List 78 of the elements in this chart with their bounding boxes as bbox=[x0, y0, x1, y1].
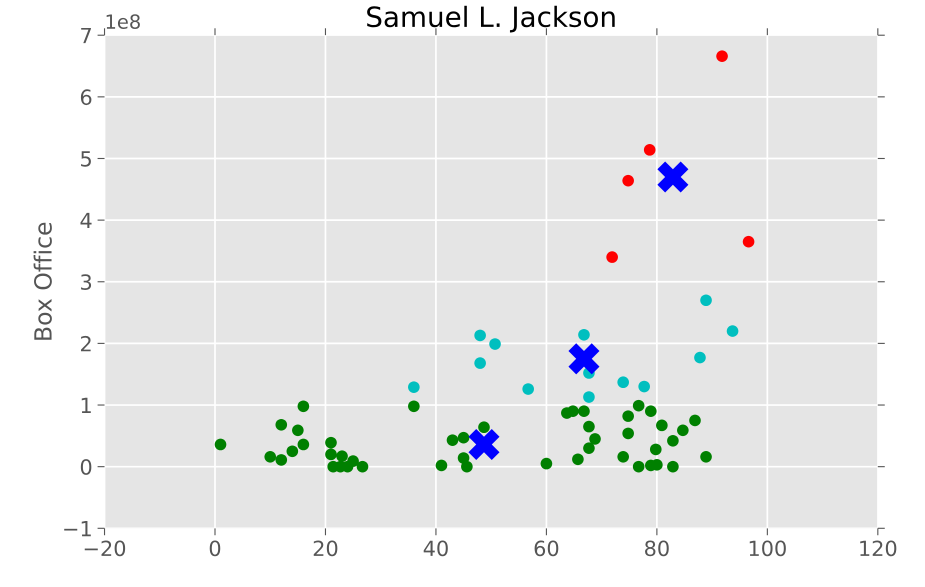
point bbox=[478, 421, 490, 434]
point bbox=[583, 420, 595, 432]
point bbox=[474, 357, 486, 369]
point bbox=[436, 460, 448, 472]
point bbox=[700, 294, 712, 306]
x-tick-label: −20 bbox=[84, 540, 126, 556]
point bbox=[408, 400, 420, 412]
point bbox=[356, 460, 368, 472]
point bbox=[578, 405, 590, 418]
point bbox=[622, 174, 634, 186]
x-tick-label: 60 bbox=[534, 540, 558, 556]
point bbox=[264, 450, 276, 463]
x-tick-label: 20 bbox=[314, 540, 338, 556]
y-tick-label: 5 bbox=[81, 151, 91, 167]
point bbox=[275, 418, 288, 431]
y-tick-label: 0 bbox=[80, 459, 92, 475]
y-axis-title: Box Office bbox=[34, 222, 52, 340]
point bbox=[572, 453, 584, 466]
point bbox=[461, 460, 473, 472]
point bbox=[336, 450, 348, 462]
point bbox=[617, 450, 629, 463]
point bbox=[656, 420, 668, 432]
point bbox=[325, 448, 337, 460]
point bbox=[694, 352, 706, 364]
point bbox=[606, 251, 618, 263]
y-tick-label: 1 bbox=[82, 398, 91, 413]
y-tick-label: 3 bbox=[81, 274, 92, 290]
point bbox=[644, 405, 657, 418]
point bbox=[700, 450, 712, 463]
point bbox=[677, 424, 689, 436]
point bbox=[667, 434, 679, 447]
point bbox=[589, 433, 601, 445]
point bbox=[540, 458, 552, 470]
y-tick-label: 7 bbox=[81, 28, 91, 44]
point bbox=[657, 161, 688, 193]
point bbox=[644, 144, 656, 156]
point bbox=[583, 391, 595, 403]
point bbox=[214, 438, 226, 450]
x-tick-label: 80 bbox=[645, 540, 669, 556]
point bbox=[667, 460, 679, 472]
point bbox=[622, 410, 634, 422]
point bbox=[298, 400, 310, 412]
point bbox=[716, 50, 728, 62]
chart-title: Samuel L. Jackson bbox=[367, 6, 615, 32]
point bbox=[583, 442, 595, 454]
point bbox=[489, 338, 501, 350]
point bbox=[522, 383, 534, 395]
point bbox=[292, 424, 304, 436]
point bbox=[458, 432, 470, 444]
point bbox=[474, 330, 486, 342]
point bbox=[622, 428, 634, 440]
point bbox=[298, 438, 310, 450]
y-tick-label: 6 bbox=[80, 89, 92, 106]
y-tick-label: −1 bbox=[64, 521, 91, 536]
point bbox=[578, 328, 590, 341]
point bbox=[617, 376, 629, 388]
point bbox=[567, 405, 579, 418]
point bbox=[638, 380, 650, 392]
x-tick-label: 100 bbox=[750, 540, 786, 556]
point bbox=[468, 428, 500, 460]
y-tick-label: 2 bbox=[80, 336, 91, 352]
y-tick-label: 4 bbox=[80, 212, 92, 228]
point bbox=[446, 434, 458, 446]
point bbox=[689, 414, 701, 426]
point bbox=[408, 381, 420, 393]
x-tick-label: 120 bbox=[860, 540, 896, 556]
x-tick-label: 40 bbox=[424, 540, 448, 556]
text: 1e8 bbox=[106, 14, 140, 29]
point bbox=[726, 325, 738, 337]
point bbox=[275, 454, 288, 466]
x-tick-label: 0 bbox=[210, 540, 220, 556]
point bbox=[632, 460, 644, 472]
point bbox=[632, 400, 644, 412]
point bbox=[650, 444, 662, 456]
point bbox=[286, 445, 298, 458]
point bbox=[325, 436, 337, 448]
point bbox=[568, 343, 600, 374]
point bbox=[742, 236, 754, 248]
